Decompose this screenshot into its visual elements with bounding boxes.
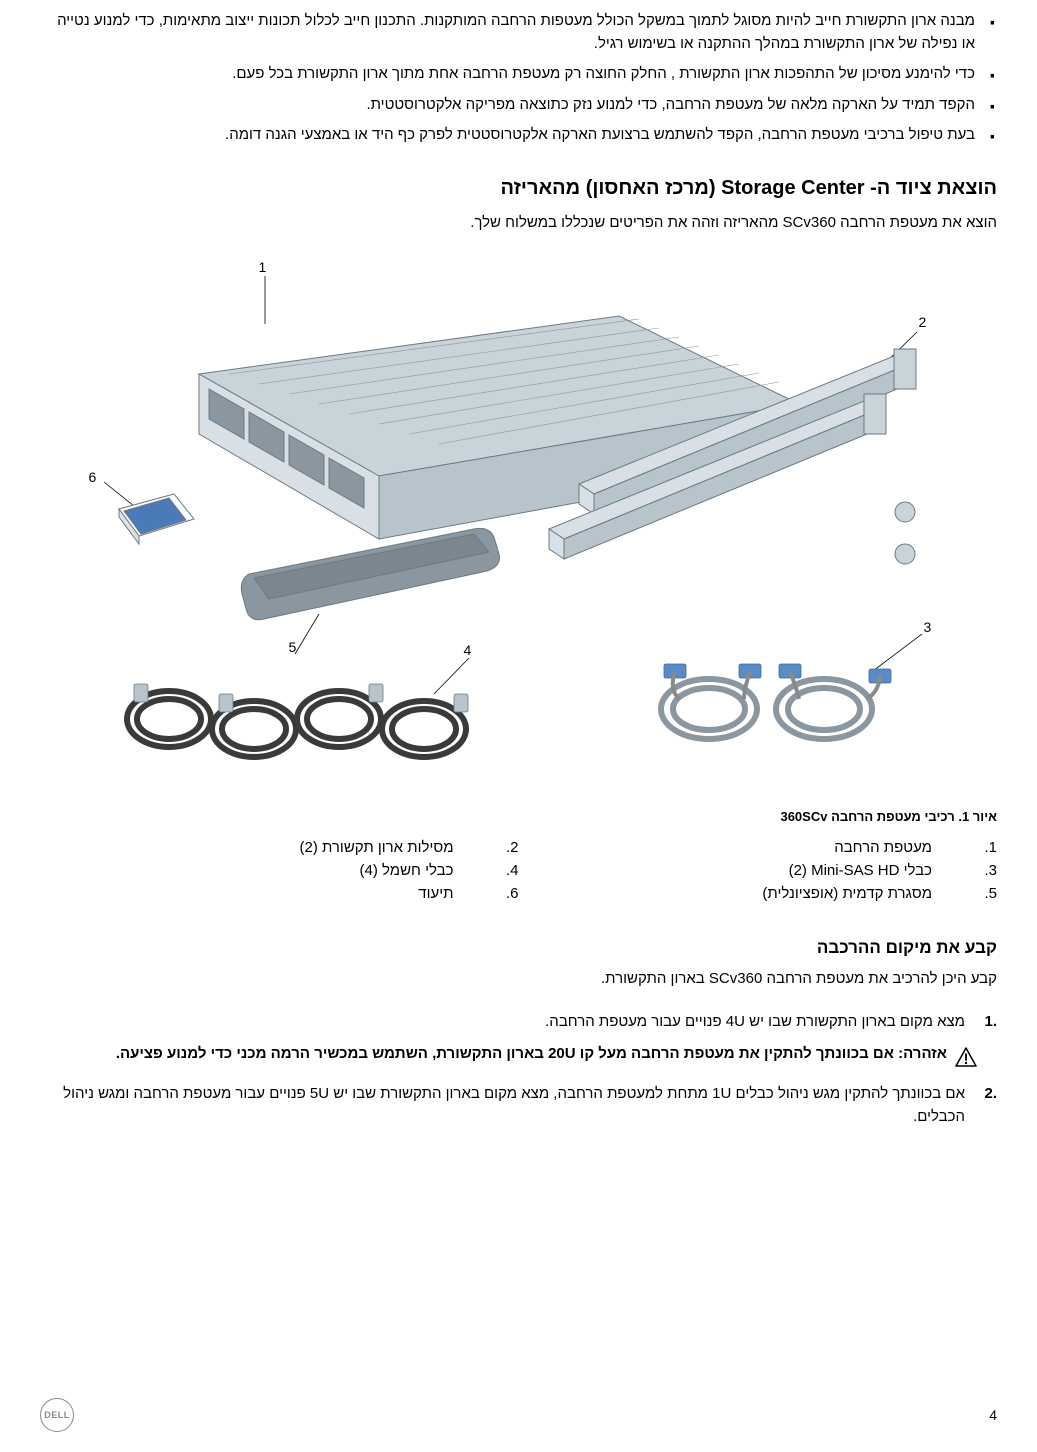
bullet-item: כדי להימנע מסיכון של התהפכות ארון התקשור…: [40, 63, 997, 86]
components-figure: 1 2 3 4 5 6: [40, 254, 997, 794]
steps-list: מצא מקום בארון התקשורת שבו יש 4U פנויים …: [40, 1011, 997, 1034]
bullet-item: בעת טיפול ברכיבי מעטפת הרחבה, הקפד להשתמ…: [40, 124, 997, 147]
unpack-intro-text: הוצא את מעטפת הרחבה SCv360 מהאריזה וזהה …: [40, 212, 997, 235]
legend-label: מסילות ארון תקשורת (2): [300, 839, 479, 856]
warning-icon: [955, 1047, 977, 1071]
location-section-title: קבע את מיקום ההרכבה: [40, 938, 997, 958]
legend-num: .4: [479, 862, 519, 879]
warning-text: אזהרה: אם בכוונתך להתקין את מעטפת הרחבה …: [116, 1045, 947, 1062]
bullet-item: הקפד תמיד על הארקה מלאה של מעטפת הרחבה, …: [40, 94, 997, 117]
figure-caption-text: רכיבי מעטפת הרחבה 360SCv: [780, 809, 954, 824]
components-legend: .1מעטפת הרחבה .3כבלי Mini-SAS HD‏ (2) .5…: [40, 839, 997, 908]
figure-caption: איור 1. רכיבי מעטפת הרחבה 360SCv: [40, 809, 997, 824]
callout-2: 2: [919, 314, 927, 330]
callout-5: 5: [289, 639, 297, 655]
components-svg: [79, 254, 959, 794]
step-item: מצא מקום בארון התקשורת שבו יש 4U פנויים …: [40, 1011, 997, 1034]
legend-num: .3: [957, 862, 997, 879]
legend-label: כבלי חשמל (4): [360, 862, 479, 879]
unpack-section-title: הוצאת ציוד ה- Storage Center (מרכז האחסו…: [40, 177, 997, 200]
legend-num: .6: [479, 885, 519, 902]
bullet-item: מבנה ארון התקשורת חייב להיות מסוגל לתמוך…: [40, 10, 997, 55]
page-number: 4: [989, 1407, 997, 1423]
figure-illustration: 1 2 3 4 5 6: [79, 254, 959, 794]
callout-4: 4: [464, 642, 472, 658]
callout-3: 3: [924, 619, 932, 635]
legend-num: .1: [957, 839, 997, 856]
warning-note: אזהרה: אם בכוונתך להתקין את מעטפת הרחבה …: [40, 1045, 977, 1071]
legend-label: כבלי Mini-SAS HD‏ (2): [789, 862, 957, 879]
steps-list-cont: אם בכוונתך להתקין מגש ניהול כבלים 1U מתח…: [40, 1083, 997, 1128]
legend-label: תיעוד: [418, 885, 478, 902]
dell-logo-icon: DELL: [40, 1398, 74, 1432]
step-item: אם בכוונתך להתקין מגש ניהול כבלים 1U מתח…: [40, 1083, 997, 1128]
location-intro-text: קבע היכן להרכיב את מעטפת הרחבה SCv360 בא…: [40, 968, 997, 991]
legend-label: מסגרת קדמית (אופציונלית): [762, 885, 957, 902]
callout-6: 6: [89, 469, 97, 485]
callout-1: 1: [259, 259, 267, 275]
figure-caption-num: איור 1.: [958, 809, 997, 824]
safety-bullet-list: מבנה ארון התקשורת חייב להיות מסוגל לתמוך…: [40, 10, 997, 147]
legend-num: .5: [957, 885, 997, 902]
legend-num: .2: [479, 839, 519, 856]
page-footer: 4 DELL: [40, 1398, 997, 1432]
legend-label: מעטפת הרחבה: [834, 839, 957, 856]
